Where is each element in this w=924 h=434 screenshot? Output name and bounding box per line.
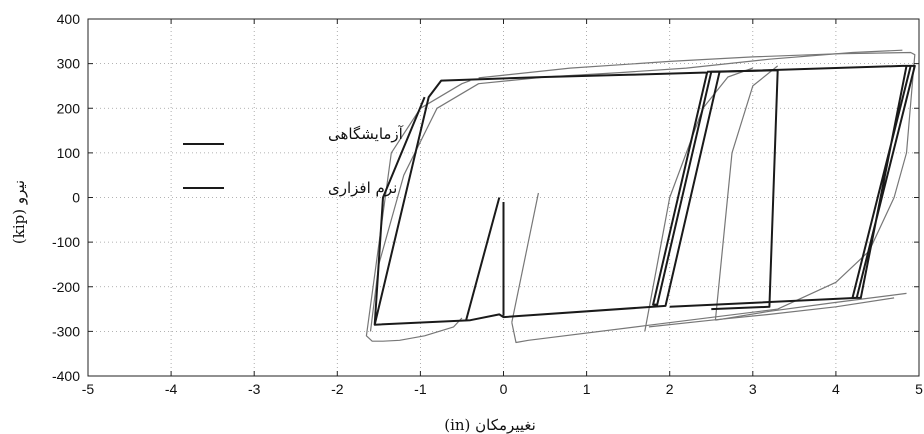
legend-label-software: نرم افزاری bbox=[328, 179, 397, 197]
legend-label-experimental: آزمایشگاهی bbox=[328, 125, 404, 143]
series-0-loop-6 bbox=[714, 65, 779, 321]
grid bbox=[87, 18, 920, 377]
series-1-loop-0 bbox=[373, 70, 721, 326]
series-0-loop-3 bbox=[648, 297, 895, 328]
x-tick-label: 3 bbox=[749, 381, 757, 397]
tick-layer: -5 -4 -3 -2 -1 0 1 2 3 4 5 400 300 200 100 0 -100 -200 -30… bbox=[52, 11, 923, 397]
y-tick-label: -300 bbox=[52, 323, 80, 339]
x-tick-label: -3 bbox=[248, 381, 261, 397]
x-tick-label: 2 bbox=[666, 381, 674, 397]
y-tick-label: 200 bbox=[57, 100, 81, 116]
y-tick-label: -400 bbox=[52, 368, 80, 384]
series-0-loop-7 bbox=[369, 49, 903, 332]
x-tick-label: 0 bbox=[500, 381, 508, 397]
x-tick-label: 4 bbox=[832, 381, 840, 397]
series-1-loop-4 bbox=[707, 69, 779, 311]
series-0-loop-1 bbox=[478, 51, 916, 344]
x-tick-label: 5 bbox=[915, 381, 923, 397]
y-axis-title: نیرو (kip) bbox=[10, 180, 28, 244]
x-tick-label: -5 bbox=[82, 381, 95, 397]
x-tick-label: 1 bbox=[583, 381, 591, 397]
series-0-loop-2 bbox=[511, 192, 539, 323]
legend: آزمایشگاهی نرم افزاری bbox=[183, 125, 404, 197]
x-tick-label: -2 bbox=[331, 381, 344, 397]
y-tick-label: -100 bbox=[52, 234, 80, 250]
series-1-loop-1 bbox=[465, 197, 501, 321]
series-0 bbox=[365, 49, 916, 344]
x-axis-title: نغییرمکان (in) bbox=[444, 416, 536, 434]
y-tick-label: 300 bbox=[57, 56, 81, 72]
y-tick-label: 0 bbox=[72, 190, 80, 206]
y-tick-label: 400 bbox=[57, 11, 81, 27]
series-1-loop-3 bbox=[669, 64, 916, 308]
y-tick-label: 100 bbox=[57, 145, 81, 161]
x-tick-label: -4 bbox=[165, 381, 178, 397]
series-0-loop-5 bbox=[715, 292, 907, 321]
series-layer bbox=[365, 49, 916, 344]
series-0-loop-0 bbox=[365, 80, 471, 342]
series-1 bbox=[373, 64, 916, 326]
x-tick-label: -1 bbox=[414, 381, 427, 397]
y-tick-label: -200 bbox=[52, 279, 80, 295]
